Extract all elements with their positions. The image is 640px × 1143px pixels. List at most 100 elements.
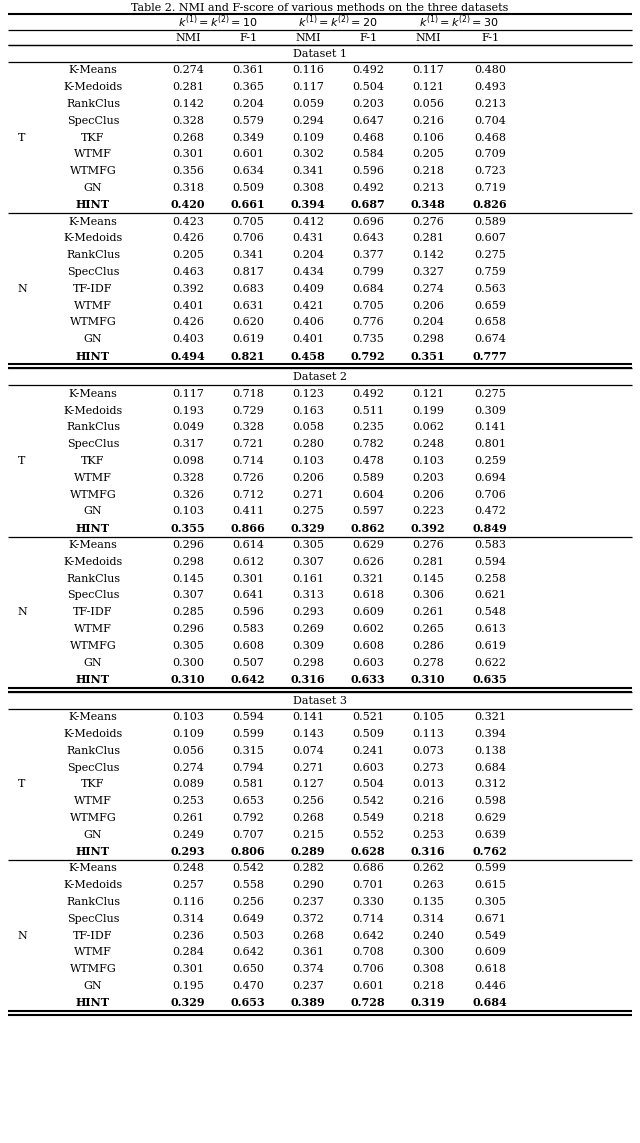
- Text: 0.614: 0.614: [232, 539, 264, 550]
- Text: 0.203: 0.203: [352, 99, 384, 109]
- Text: 0.056: 0.056: [172, 745, 204, 756]
- Text: 0.193: 0.193: [172, 406, 204, 416]
- Text: WTMFG: WTMFG: [70, 641, 116, 650]
- Text: 0.504: 0.504: [352, 82, 384, 93]
- Text: 0.372: 0.372: [292, 913, 324, 924]
- Text: GN: GN: [84, 657, 102, 668]
- Text: 0.294: 0.294: [292, 115, 324, 126]
- Text: 0.296: 0.296: [172, 624, 204, 634]
- Text: NMI: NMI: [295, 33, 321, 43]
- Text: 0.205: 0.205: [412, 150, 444, 159]
- Text: RankClus: RankClus: [66, 745, 120, 756]
- Text: 0.446: 0.446: [474, 981, 506, 991]
- Text: 0.549: 0.549: [474, 930, 506, 941]
- Text: 0.237: 0.237: [292, 981, 324, 991]
- Text: 0.329: 0.329: [171, 998, 205, 1008]
- Text: 0.392: 0.392: [411, 522, 445, 534]
- Text: 0.121: 0.121: [412, 82, 444, 93]
- Text: 0.308: 0.308: [412, 965, 444, 974]
- Text: WTMFG: WTMFG: [70, 166, 116, 176]
- Text: 0.411: 0.411: [232, 506, 264, 517]
- Text: TF-IDF: TF-IDF: [73, 607, 113, 617]
- Text: 0.058: 0.058: [292, 423, 324, 432]
- Text: 0.361: 0.361: [232, 65, 264, 75]
- Text: 0.584: 0.584: [352, 150, 384, 159]
- Text: 0.714: 0.714: [352, 913, 384, 924]
- Text: 0.701: 0.701: [352, 880, 384, 890]
- Text: 0.284: 0.284: [172, 948, 204, 958]
- Text: 0.269: 0.269: [292, 624, 324, 634]
- Text: 0.275: 0.275: [292, 506, 324, 517]
- Text: RankClus: RankClus: [66, 897, 120, 908]
- Text: 0.241: 0.241: [352, 745, 384, 756]
- Text: 0.721: 0.721: [232, 439, 264, 449]
- Text: 0.639: 0.639: [474, 830, 506, 840]
- Text: 0.261: 0.261: [172, 813, 204, 823]
- Text: 0.403: 0.403: [172, 334, 204, 344]
- Text: Dataset 3: Dataset 3: [293, 696, 347, 705]
- Text: 0.213: 0.213: [412, 183, 444, 193]
- Text: 0.723: 0.723: [474, 166, 506, 176]
- Text: 0.326: 0.326: [172, 489, 204, 499]
- Text: TKF: TKF: [81, 456, 105, 466]
- Text: 0.777: 0.777: [472, 351, 508, 361]
- Text: 0.472: 0.472: [474, 506, 506, 517]
- Text: 0.712: 0.712: [232, 489, 264, 499]
- Text: 0.598: 0.598: [474, 797, 506, 806]
- Text: 0.394: 0.394: [291, 199, 325, 210]
- Text: 0.762: 0.762: [473, 846, 508, 857]
- Text: SpecClus: SpecClus: [67, 591, 119, 600]
- Text: 0.431: 0.431: [292, 233, 324, 243]
- Text: 0.714: 0.714: [232, 456, 264, 466]
- Text: 0.596: 0.596: [352, 166, 384, 176]
- Text: 0.563: 0.563: [474, 283, 506, 294]
- Text: 0.866: 0.866: [230, 522, 266, 534]
- Text: 0.307: 0.307: [172, 591, 204, 600]
- Text: 0.641: 0.641: [232, 591, 264, 600]
- Text: 0.049: 0.049: [172, 423, 204, 432]
- Text: 0.718: 0.718: [232, 389, 264, 399]
- Text: K-Means: K-Means: [68, 389, 117, 399]
- Text: 0.199: 0.199: [412, 406, 444, 416]
- Text: 0.305: 0.305: [172, 641, 204, 650]
- Text: 0.597: 0.597: [352, 506, 384, 517]
- Text: 0.355: 0.355: [171, 522, 205, 534]
- Text: T: T: [19, 133, 26, 143]
- Text: 0.729: 0.729: [232, 406, 264, 416]
- Text: 0.285: 0.285: [172, 607, 204, 617]
- Text: SpecClus: SpecClus: [67, 267, 119, 277]
- Text: 0.603: 0.603: [352, 657, 384, 668]
- Text: 0.248: 0.248: [172, 863, 204, 873]
- Text: 0.594: 0.594: [232, 712, 264, 722]
- Text: 0.314: 0.314: [412, 913, 444, 924]
- Text: 0.609: 0.609: [474, 948, 506, 958]
- Text: 0.633: 0.633: [351, 674, 385, 685]
- Text: 0.579: 0.579: [232, 115, 264, 126]
- Text: 0.694: 0.694: [474, 473, 506, 482]
- Text: F-1: F-1: [359, 33, 377, 43]
- Text: 0.628: 0.628: [351, 846, 385, 857]
- Text: K-Medoids: K-Medoids: [63, 880, 123, 890]
- Text: 0.618: 0.618: [352, 591, 384, 600]
- Text: 0.259: 0.259: [474, 456, 506, 466]
- Text: 0.683: 0.683: [232, 283, 264, 294]
- Text: 0.261: 0.261: [412, 607, 444, 617]
- Text: 0.542: 0.542: [232, 863, 264, 873]
- Text: 0.705: 0.705: [232, 217, 264, 226]
- Text: 0.145: 0.145: [412, 574, 444, 584]
- Text: T: T: [19, 456, 26, 466]
- Text: RankClus: RankClus: [66, 574, 120, 584]
- Text: 0.549: 0.549: [352, 813, 384, 823]
- Text: NMI: NMI: [175, 33, 201, 43]
- Text: 0.298: 0.298: [292, 657, 324, 668]
- Text: 0.480: 0.480: [474, 65, 506, 75]
- Text: 0.348: 0.348: [411, 199, 445, 210]
- Text: TKF: TKF: [81, 780, 105, 790]
- Text: 0.468: 0.468: [352, 133, 384, 143]
- Text: 0.216: 0.216: [412, 115, 444, 126]
- Text: 0.503: 0.503: [232, 930, 264, 941]
- Text: 0.792: 0.792: [232, 813, 264, 823]
- Text: 0.257: 0.257: [172, 880, 204, 890]
- Text: Dataset 1: Dataset 1: [293, 49, 347, 59]
- Text: 0.602: 0.602: [352, 624, 384, 634]
